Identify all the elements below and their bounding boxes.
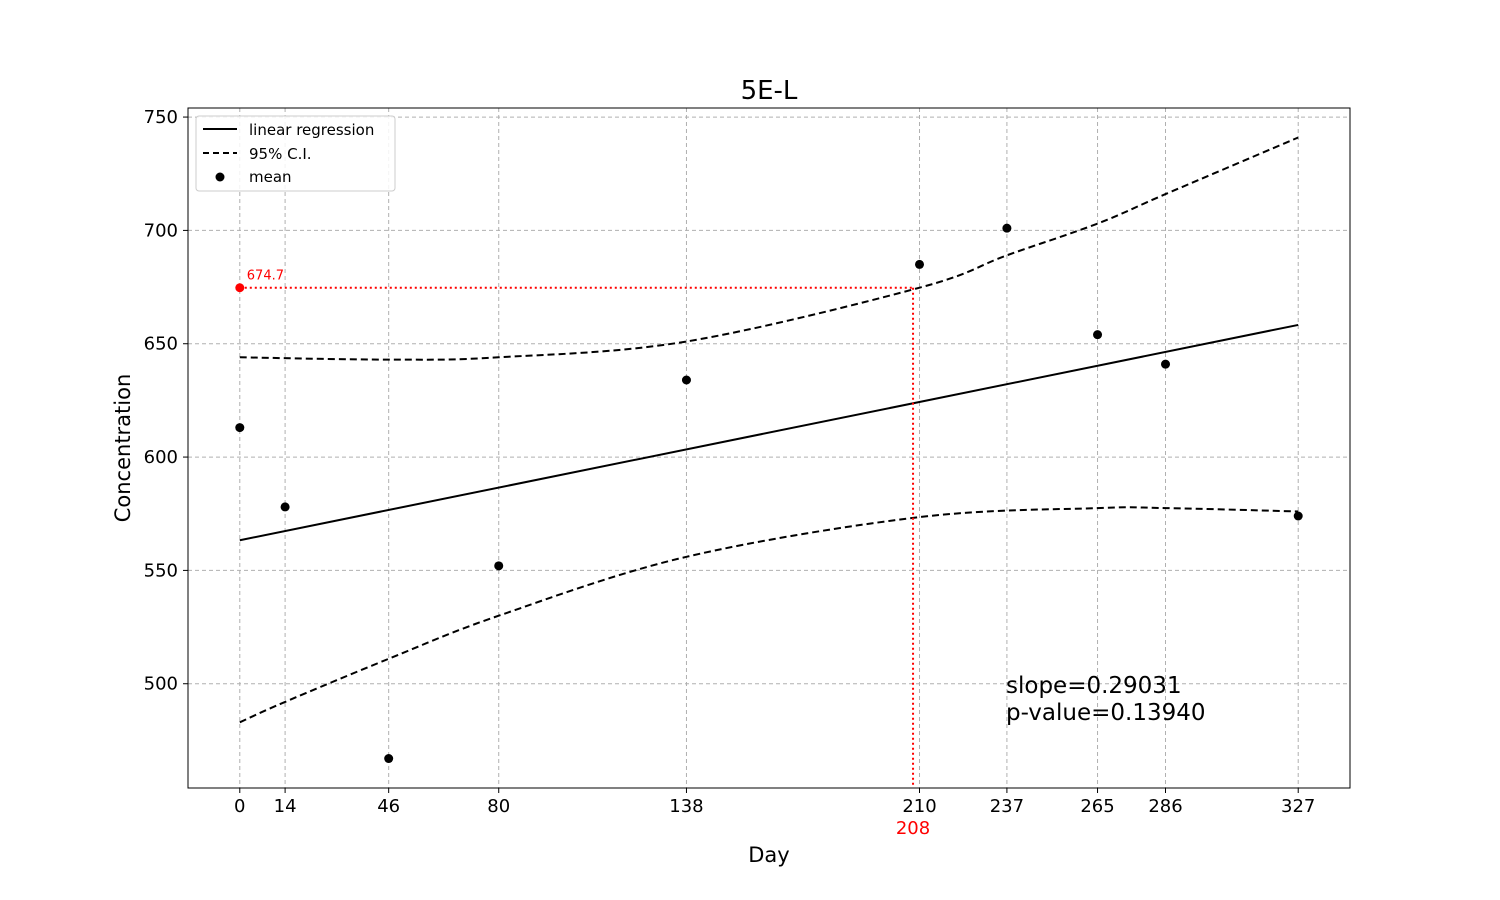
- pvalue-text: p-value=0.13940: [1006, 700, 1206, 726]
- mean-point: [235, 423, 245, 433]
- x-tick-label: 138: [669, 796, 703, 817]
- legend-label-ci: 95% C.I.: [249, 145, 312, 163]
- ci-lower-line: [239, 506, 1299, 724]
- legend-label-mean: mean: [249, 168, 292, 186]
- x-axis-ticks: 0 14 46 80 138 210 237 265 286 327: [234, 788, 1315, 817]
- x-tick-label: 265: [1080, 796, 1114, 817]
- legend: linear regression 95% C.I. mean: [195, 115, 396, 192]
- x-tick-label: 46: [377, 796, 400, 817]
- mean-point: [494, 561, 504, 571]
- mean-point: [1161, 359, 1171, 369]
- mean-point: [681, 375, 691, 385]
- chart-title: 5E-L: [741, 76, 798, 106]
- x-axis-label: Day: [748, 843, 789, 867]
- mean-point: [1002, 223, 1012, 233]
- stats-text: slope=0.29031 p-value=0.13940: [1006, 673, 1206, 726]
- y-axis-label: Concentration: [111, 374, 135, 523]
- y-tick-label: 500: [144, 674, 178, 695]
- mean-point: [1093, 330, 1103, 340]
- y-tick-label: 700: [144, 220, 178, 241]
- x-tick-label: 0: [234, 796, 245, 817]
- crossing-day-label: 208: [896, 818, 930, 839]
- plot-frame: [187, 107, 1351, 789]
- threshold-value-label: 674.7: [247, 269, 284, 284]
- regression-line: [239, 323, 1299, 542]
- mean-point: [915, 259, 925, 269]
- y-tick-label: 550: [144, 560, 178, 581]
- y-tick-label: 750: [144, 107, 178, 128]
- ci-upper-line: [239, 136, 1299, 361]
- slope-text: slope=0.29031: [1006, 673, 1182, 699]
- x-tick-label: 327: [1281, 796, 1315, 817]
- regression-line-group: [239, 323, 1299, 542]
- x-tick-label: 210: [902, 796, 936, 817]
- legend-label-regression: linear regression: [249, 121, 374, 139]
- x-tick-label: 237: [990, 796, 1024, 817]
- x-tick-label: 80: [487, 796, 510, 817]
- legend-marker: [215, 172, 225, 182]
- y-tick-label: 600: [144, 447, 178, 468]
- mean-point: [1293, 511, 1303, 521]
- y-tick-label: 650: [144, 334, 178, 355]
- mean-point: [280, 502, 290, 512]
- mean-point: [384, 754, 394, 764]
- x-tick-label: 14: [274, 796, 297, 817]
- threshold-highlight: 674.7 208: [235, 269, 930, 839]
- x-tick-label: 286: [1148, 796, 1182, 817]
- y-axis-ticks: 500 550 600 650 700 750: [144, 107, 188, 695]
- confidence-interval-lines: [239, 136, 1299, 724]
- threshold-point: [235, 283, 245, 293]
- legend-box: [195, 115, 396, 192]
- mean-points: [235, 223, 1303, 764]
- grid: [188, 108, 1350, 788]
